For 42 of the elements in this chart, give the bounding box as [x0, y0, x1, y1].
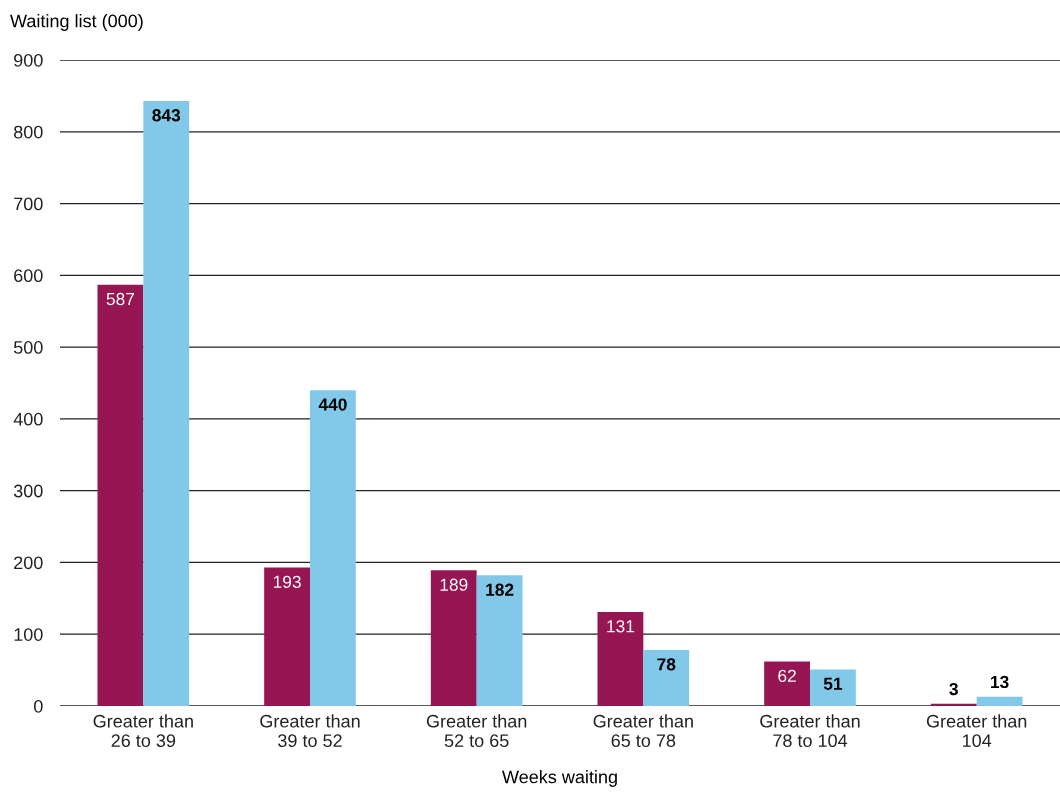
x-tick-label: Greater than 78 to 104: [760, 714, 860, 748]
data-label: 440: [318, 398, 347, 411]
bar: [430, 570, 477, 706]
bar: [476, 575, 523, 706]
y-tick-label: 700: [14, 197, 43, 211]
x-tick-label: Greater than 26 to 39: [93, 714, 193, 748]
bar: [97, 284, 144, 706]
bar: [310, 390, 356, 706]
y-tick-label: 600: [14, 269, 43, 283]
bar: [597, 611, 644, 706]
data-label: 3: [949, 682, 958, 696]
y-tick-label: 500: [13, 341, 43, 354]
x-tick-label: Greater than 65 to 78: [593, 714, 693, 748]
y-tick-label: 900: [14, 53, 43, 67]
bar: [976, 696, 1023, 706]
data-label: 193: [273, 575, 301, 588]
bar: [810, 669, 856, 706]
bar: [143, 100, 190, 706]
data-label: 62: [778, 669, 796, 682]
data-label: 843: [152, 109, 181, 122]
data-label: 182: [486, 583, 514, 596]
data-label: 131: [607, 620, 635, 633]
y-axis-title: Waiting list (000): [10, 14, 143, 31]
x-tick-label: Greater than 52 to 65: [426, 714, 527, 748]
bar: [643, 650, 690, 706]
y-tick-label: 300: [13, 484, 43, 498]
bar: [264, 567, 310, 706]
data-label: 587: [106, 292, 135, 306]
data-label: 51: [823, 677, 843, 690]
y-tick-label: 400: [13, 412, 43, 426]
x-tick-label: Greater than 104: [926, 714, 1027, 748]
bar: [930, 703, 977, 706]
y-tick-label: 800: [14, 125, 43, 139]
data-label: 189: [440, 578, 468, 591]
y-tick-label: 100: [14, 628, 43, 641]
y-tick-label: 200: [14, 556, 43, 570]
bar: [764, 661, 810, 706]
x-axis-title: Weeks waiting: [502, 770, 617, 787]
data-label: 78: [657, 658, 676, 671]
y-tick-label: 0: [34, 699, 43, 713]
data-label: 13: [991, 675, 1009, 689]
x-tick-label: Greater than 39 to 52: [260, 714, 360, 748]
